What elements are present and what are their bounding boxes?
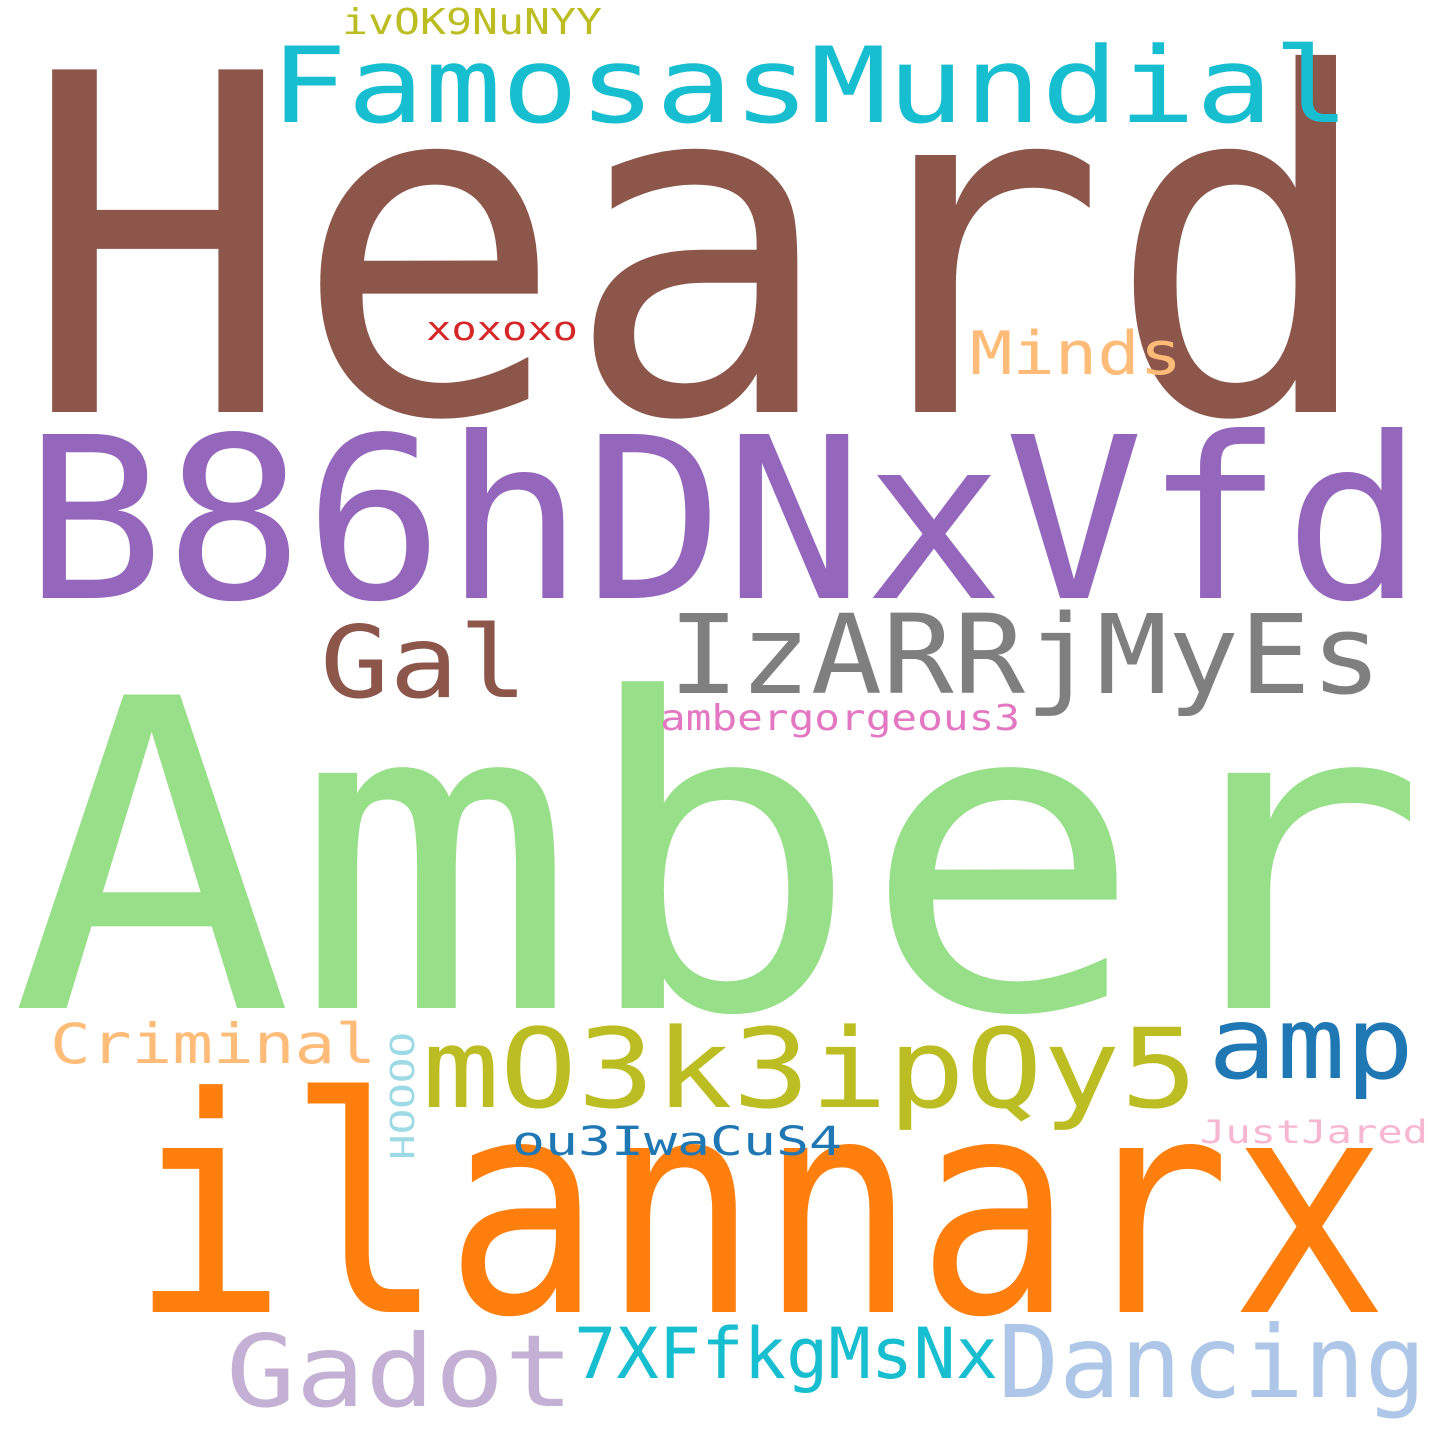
word-ilannarx: ilannarx: [130, 1034, 1388, 1383]
word-m03k3ipqy5: mO3k3ipQy5: [422, 1005, 1198, 1133]
word-gadot: Gadot: [226, 1313, 574, 1430]
word-xoxoxo: xoxoxo: [426, 309, 578, 348]
word-b86hdnxvfd: B86hDNxVfd: [24, 390, 1424, 652]
word-gal: Gal: [320, 604, 528, 721]
word-criminal: Criminal: [50, 1012, 376, 1076]
word-justjared: JustJared: [1200, 1113, 1428, 1151]
word-minds: Minds: [970, 319, 1182, 389]
word-ou3iwacus4: ou3IwaCuS4: [512, 1119, 842, 1165]
word-amber: Amber: [10, 610, 1428, 1110]
word-ambergorgeous3: ambergorgeous3: [660, 698, 1020, 739]
word-ooooh: OOOOH: [382, 1032, 421, 1160]
word-heard: Heard: [22, 0, 1378, 523]
word-dancing: Dancing: [998, 1304, 1426, 1421]
word-ivok9nunyy: ivOK9NuNYY: [342, 2, 602, 43]
word-famosasmundial: FamosasMundial: [270, 25, 1350, 147]
word-izarrjmyes: IzARRjMyEs: [668, 591, 1382, 719]
word-amp: amp: [1208, 985, 1414, 1102]
word-7xffkgmsnx: 7XFfkgMsNx: [574, 1313, 998, 1395]
